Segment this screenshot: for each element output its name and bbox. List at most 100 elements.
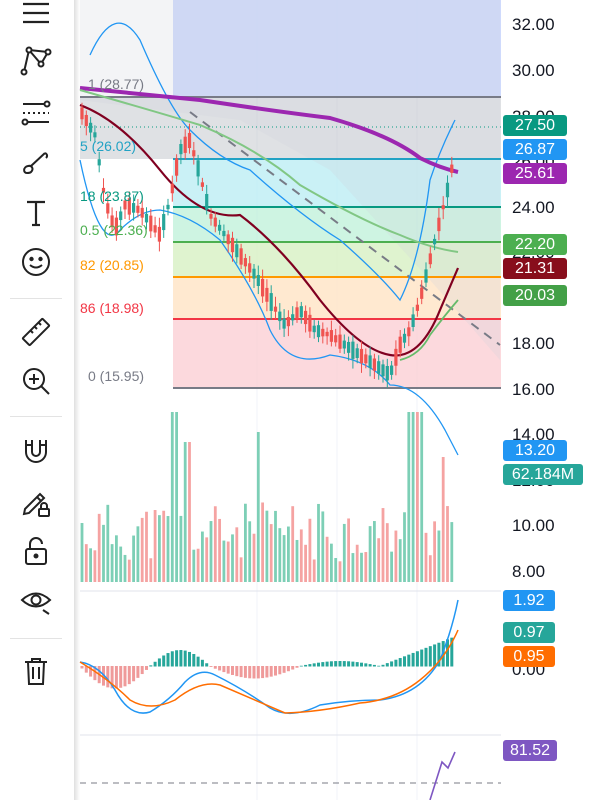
candle-body	[222, 230, 226, 237]
candle-body	[157, 226, 161, 242]
volume-price-badge: 13.20	[503, 440, 567, 461]
text-tool-icon[interactable]	[11, 192, 61, 234]
candle-body	[209, 213, 213, 219]
rsi-badge: 81.52	[503, 740, 557, 761]
volume-bar	[334, 558, 338, 582]
candle-body	[239, 248, 243, 265]
volume-bar	[179, 515, 183, 582]
candle-body	[437, 217, 441, 232]
volume-bar	[166, 516, 170, 582]
fib-level-label: 86 (18.98)	[80, 300, 144, 316]
price-axis-label: 16.00	[512, 380, 555, 399]
macd-histogram	[80, 637, 454, 689]
fib-tool-icon[interactable]	[11, 92, 61, 134]
unlock-icon[interactable]	[11, 530, 61, 572]
volume-bar	[282, 535, 286, 582]
histogram-bar	[93, 666, 97, 681]
magnet-icon[interactable]	[11, 430, 61, 472]
volume-bar	[110, 544, 114, 582]
volume-bar	[312, 559, 316, 582]
candle-body	[192, 150, 196, 157]
histogram-bar	[278, 666, 282, 675]
zoom-in-icon[interactable]	[11, 360, 61, 402]
volume-bar	[209, 521, 213, 582]
histogram-bar	[132, 666, 136, 682]
volume-bar	[115, 535, 118, 582]
histogram-bar	[403, 656, 406, 667]
histogram-bar	[153, 661, 157, 667]
candle-body	[144, 213, 149, 223]
volume-bar	[385, 523, 389, 582]
candle-body	[205, 193, 209, 210]
volume-bar	[97, 513, 101, 582]
emoji-icon[interactable]	[11, 241, 61, 283]
histogram-bar	[106, 666, 110, 688]
candle-body	[166, 204, 170, 210]
volume-bar	[183, 442, 187, 582]
candle-body	[329, 330, 333, 342]
volume-bar	[213, 506, 217, 582]
volume-bar	[377, 538, 381, 582]
pattern-tool-icon[interactable]	[11, 40, 61, 82]
histogram-bar	[364, 663, 368, 667]
histogram-bar	[110, 666, 114, 689]
chart-background	[80, 0, 501, 800]
volume-bar	[269, 524, 273, 582]
histogram-bar	[166, 653, 170, 667]
volume-bar	[424, 532, 428, 582]
histogram-bar	[243, 666, 247, 678]
volume-bar	[308, 518, 312, 582]
volume-bar	[304, 544, 307, 582]
volume-bars	[80, 412, 454, 582]
histogram-bar	[218, 666, 222, 671]
candle-body	[325, 331, 329, 337]
ma-maroon-badge: 21.31	[503, 258, 567, 279]
trash-icon[interactable]	[11, 650, 61, 692]
brush-icon[interactable]	[11, 143, 61, 185]
candle-body	[304, 310, 308, 325]
price-axis-label: 8.00	[512, 562, 545, 581]
volume-bar	[261, 502, 264, 582]
volume-bar	[106, 504, 110, 582]
candle-body	[359, 348, 364, 364]
histogram-bar	[385, 663, 389, 667]
candle-body	[196, 160, 200, 177]
volume-bar	[175, 412, 178, 582]
menu-lines-icon[interactable]	[11, 0, 61, 34]
volume-bar	[295, 539, 299, 582]
volume-bar	[244, 503, 247, 582]
candle-body	[213, 217, 217, 227]
fib-level-label: 0 (15.95)	[88, 368, 144, 384]
candle-body	[334, 335, 338, 343]
candle-body	[424, 269, 428, 283]
fib-level-label: 0.5 (22.36)	[80, 222, 148, 238]
drawing-toolbar	[0, 0, 74, 800]
histogram-bar	[325, 661, 329, 667]
histogram-bar	[265, 666, 269, 678]
histogram-bar	[304, 664, 308, 667]
histogram-bar	[355, 662, 359, 667]
ruler-icon[interactable]	[11, 311, 61, 353]
histogram-bar	[446, 639, 449, 667]
eye-icon[interactable]	[11, 580, 61, 622]
bb-shade	[80, 0, 500, 360]
candle-body	[347, 341, 351, 353]
histogram-bar	[390, 661, 394, 667]
volume-bar	[201, 531, 204, 582]
volume-bar	[347, 518, 350, 582]
histogram-bar	[347, 661, 351, 667]
histogram-bar	[394, 659, 398, 667]
volume-bar	[351, 553, 355, 582]
volume-bar	[420, 412, 424, 582]
candle-body	[398, 336, 402, 353]
histogram-bar	[360, 662, 363, 667]
lock-drawing-icon[interactable]	[11, 481, 61, 523]
volume-bar	[291, 506, 295, 582]
candle-body	[316, 325, 321, 338]
histogram-bar	[256, 666, 260, 679]
candle-body	[200, 182, 204, 187]
candle-body	[269, 293, 273, 311]
histogram-bar	[342, 661, 346, 667]
toolbar-divider	[10, 416, 62, 417]
